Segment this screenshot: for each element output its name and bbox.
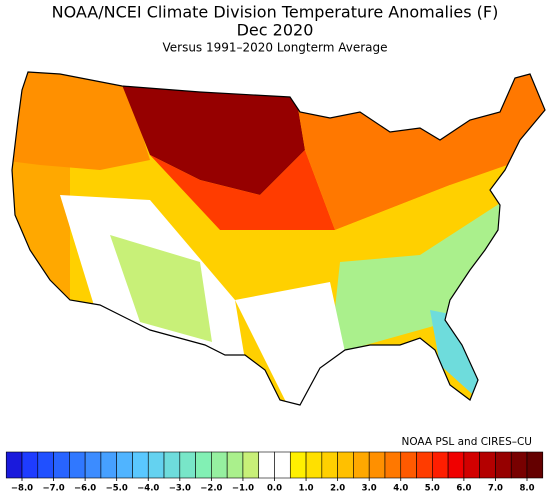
color-cell [510,451,528,479]
tick-label: 8.0 [519,484,534,492]
color-cell [274,451,291,479]
tick-label: −3.0 [169,484,191,492]
color-cell [447,451,465,479]
color-cell [384,451,402,479]
tick-label: 7.0 [488,484,503,492]
subtitle: Versus 1991–2020 Longterm Average [162,41,387,55]
color-cell [463,451,480,479]
color-cell [305,451,323,479]
colorbar: −8.0 −7.0 −6.0 −5.0 −4.0 −3.0 −2.0 −1.0 0.0 1.0 2.… [5,451,544,492]
tick-label: 1.0 [299,484,314,492]
color-cell [526,451,544,479]
color-cell [479,451,496,479]
tick-label: −1.0 [232,484,254,492]
color-cell [69,451,86,479]
tick-label: −6.0 [74,484,96,492]
color-cell [211,451,228,479]
credit: NOAA PSL and CIRES–CU [402,436,533,448]
tick-label: −2.0 [200,484,222,492]
title: NOAA/NCEI Climate Division Temperature A… [52,3,499,22]
color-cell [116,451,133,479]
color-cell [21,451,39,479]
period: Dec 2020 [237,21,314,40]
color-cell [368,451,386,479]
color-cell [53,451,70,479]
color-cell [163,451,181,479]
color-cell [337,451,354,479]
color-cell [321,451,338,479]
tick-label: 2.0 [330,484,345,492]
color-cell [416,451,433,479]
color-cell [132,451,149,479]
color-cell [37,451,54,479]
tick-label: −8.0 [11,484,33,492]
tick-label: −7.0 [42,484,64,492]
tick-label: −4.0 [137,484,159,492]
color-cell [195,451,212,479]
tick-label: −5.0 [106,484,128,492]
color-cell [5,451,23,479]
color-cell [495,451,512,479]
color-cell [100,451,117,479]
color-cell [400,451,417,479]
color-cell [84,451,102,479]
tick-label: 3.0 [362,484,377,492]
color-cell [226,451,244,479]
color-cell [147,451,165,479]
color-cell [179,451,196,479]
color-cell [432,451,449,479]
color-cell [353,451,370,479]
color-cell [242,451,260,479]
color-cell [289,451,307,479]
tick-label: 4.0 [393,484,408,492]
tick-label: 6.0 [456,484,471,492]
color-cell [258,451,275,479]
tick-label: 0.0 [267,484,282,492]
tick-label: 5.0 [425,484,440,492]
map [12,72,545,405]
